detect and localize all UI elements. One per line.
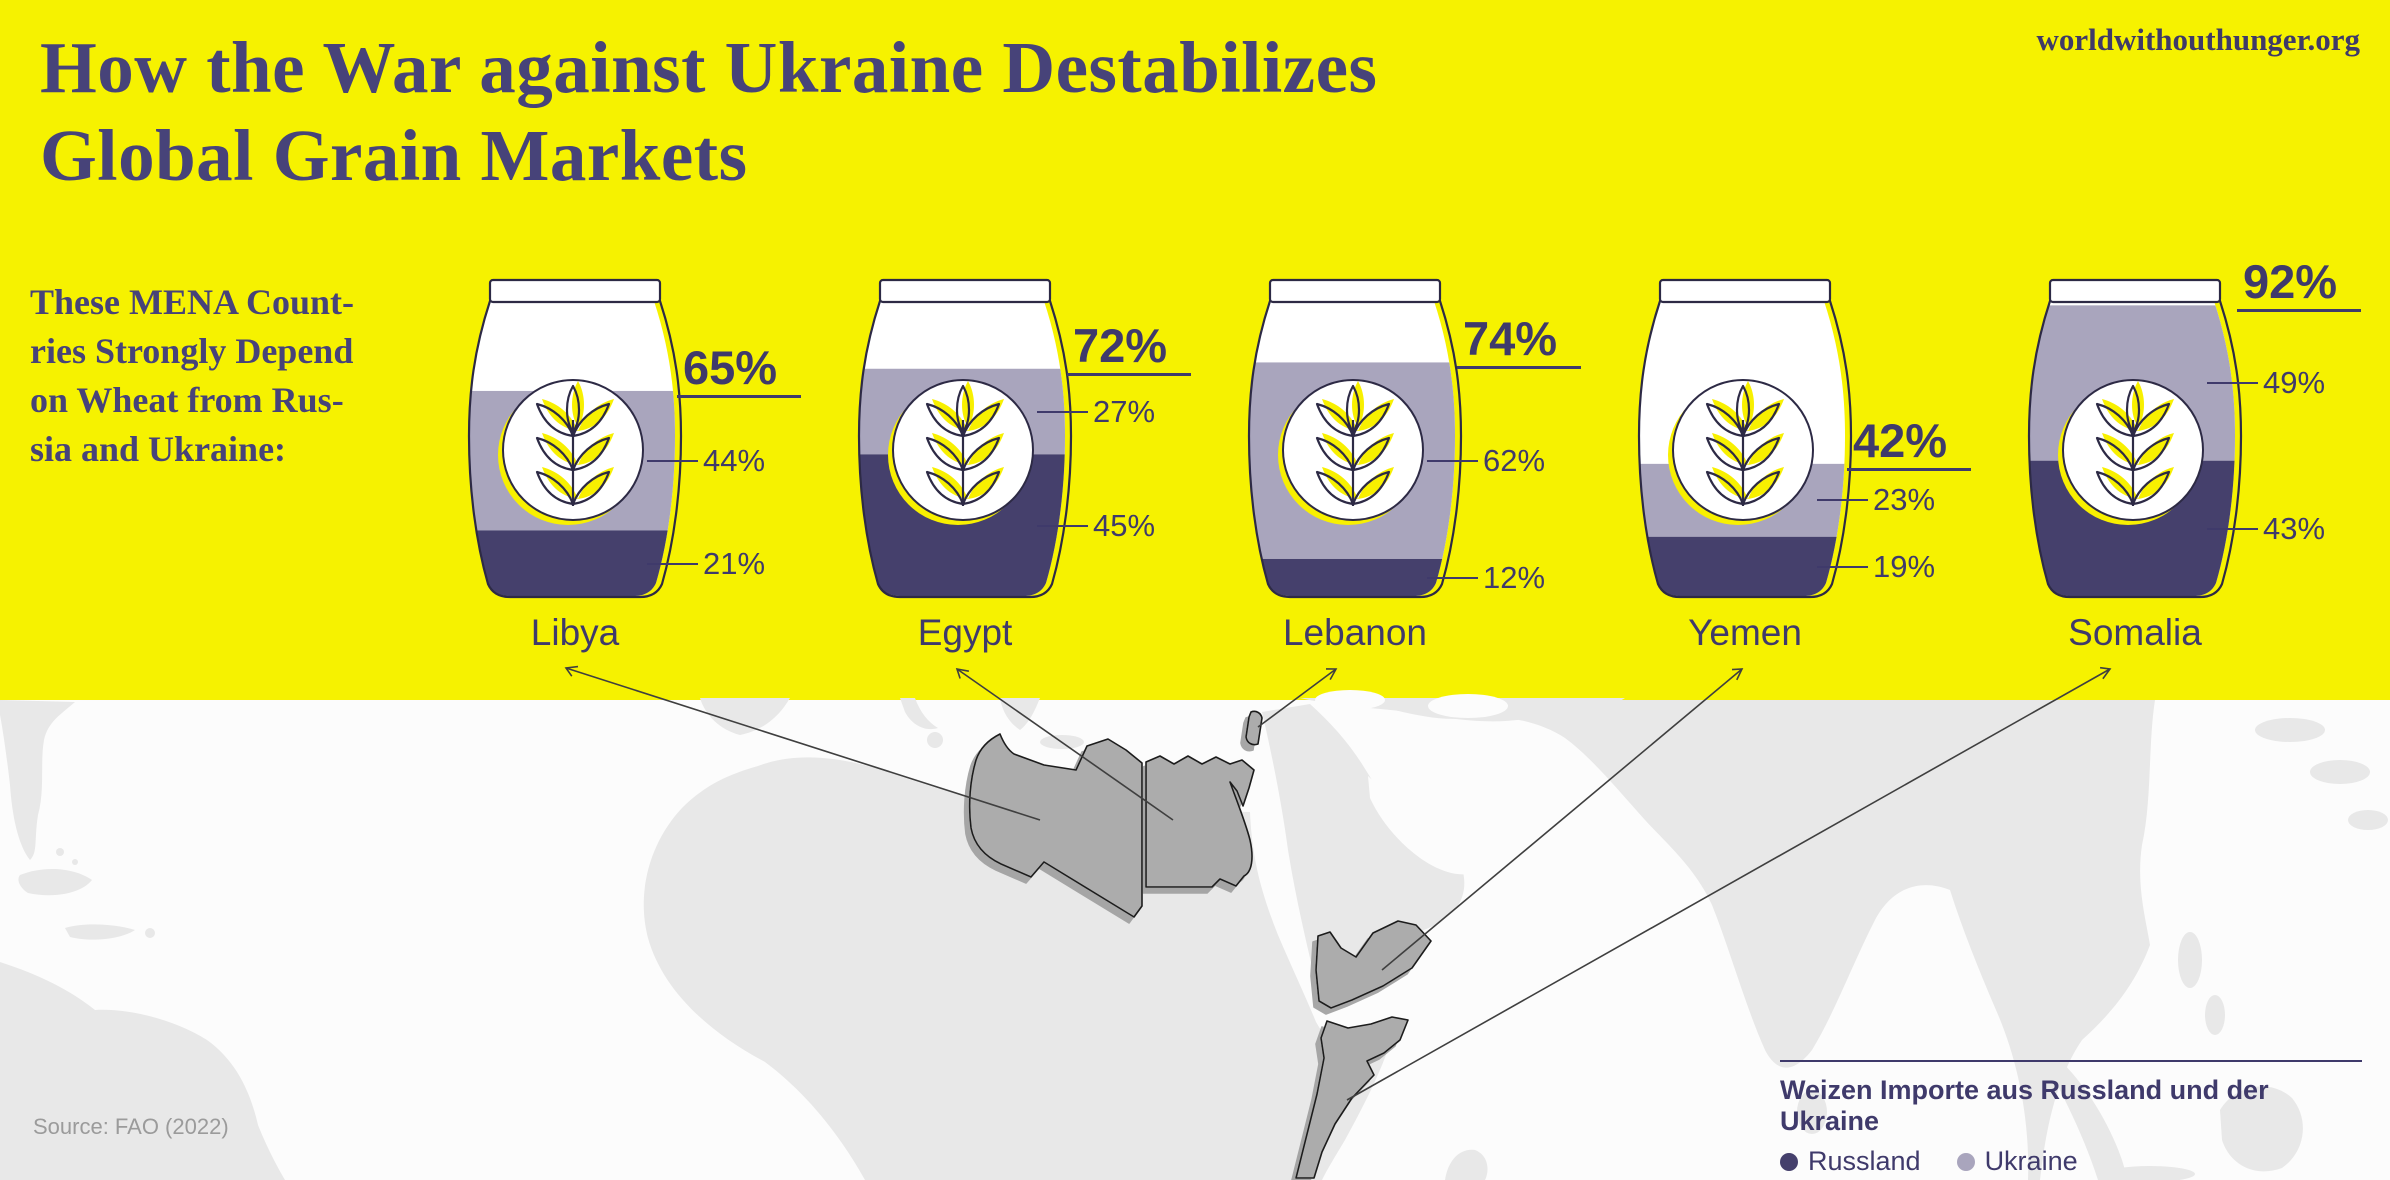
country-label: Egypt [917, 612, 1013, 653]
russia-leader-line [1817, 565, 1868, 568]
legend-item-russland: Russland [1780, 1146, 1921, 1177]
grain-jar-icon [1637, 278, 1853, 599]
ukraine-leader-line [1037, 410, 1088, 413]
total-import-share: 72% [1073, 318, 1168, 372]
land-sumatra [2052, 1060, 2128, 1180]
land-madagascar [1445, 1149, 1488, 1180]
total-underline [1067, 372, 1191, 376]
ukraine-leader-line [1817, 499, 1868, 502]
arrow-libya [564, 665, 1041, 821]
map-country-egypt [1145, 755, 1255, 888]
land-iberia [700, 698, 790, 735]
persian-gulf [1368, 776, 1476, 875]
ukraine-dot-icon [1956, 1152, 1975, 1171]
ukraine-leader-line [2207, 382, 2258, 385]
grain-jar-icon [2027, 278, 2243, 599]
wheat-icon [1278, 379, 1424, 525]
land-asia [1340, 700, 2155, 1180]
wheat-icon [498, 379, 644, 525]
russia-leader-line [647, 562, 698, 565]
wheat-icon [888, 379, 1034, 525]
grain-jar-icon [1247, 278, 1463, 599]
total-import-share: 42% [1853, 413, 1948, 467]
russia-share: 43% [2263, 510, 2326, 546]
ukraine-leader-line [647, 459, 698, 462]
total-import-share: 74% [1463, 312, 1558, 366]
wheat-icon [1668, 379, 1814, 525]
map-country-lebanon [1245, 710, 1263, 746]
russia-share: 19% [1873, 548, 1936, 584]
country-label: Somalia [2068, 612, 2202, 653]
arrow-yemen [1381, 668, 1744, 971]
ukraine-share: 23% [1873, 482, 1936, 518]
land-hispaniola [65, 924, 135, 940]
country-column-somalia: 92% 49% 43% Somalia [1920, 255, 2361, 670]
land-north-america [0, 700, 75, 860]
total-import-share: 65% [683, 340, 778, 394]
arrow-egypt [955, 667, 1174, 821]
leader-arrows [564, 665, 2112, 1101]
source-note: Source: FAO (2022) [33, 1114, 229, 1139]
total-underline [677, 394, 801, 398]
arrow-somalia [1346, 666, 2112, 1101]
total-import-share: 92% [2243, 255, 2338, 309]
russia-leader-line [1427, 576, 1478, 579]
country-label: Lebanon [1282, 612, 1428, 653]
land-cuba [18, 868, 93, 896]
country-column-egypt: 72% 27% 45% Egypt [750, 270, 1191, 670]
russland-dot-icon [1780, 1152, 1798, 1171]
website-url: worldwithouthunger.org [2036, 22, 2360, 57]
ukraine-share: 44% [703, 442, 766, 478]
land-south-america [0, 962, 285, 1180]
legend-title: Weizen Importe aus Russland und der Ukra… [1780, 1075, 2269, 1136]
map-country-yemen [1315, 920, 1432, 1009]
legend-item-ukraine: Ukraine [1956, 1146, 2078, 1177]
grain-jar-icon [857, 278, 1073, 599]
ukraine-share: 62% [1483, 442, 1546, 478]
arrow-lebanon [1257, 668, 1338, 728]
page-title: How the War against Ukraine Destabilizes… [40, 24, 1377, 200]
ukraine-leader-line [1427, 459, 1478, 462]
map-country-libya [968, 733, 1143, 918]
country-column-yemen: 42% 23% 19% Yemen [1530, 270, 1971, 670]
legend-divider [1780, 1060, 2362, 1062]
land-italy [900, 698, 938, 730]
land-sri-lanka [1797, 1090, 1827, 1134]
legend: Weizen Importe aus Russland und der Ukra… [1780, 1060, 2362, 1177]
total-underline [2237, 309, 2361, 313]
grain-jar-icon [467, 278, 683, 599]
title-line-1: How the War against Ukraine Destabilizes [40, 27, 1378, 108]
ukraine-share: 49% [2263, 365, 2326, 401]
ukraine-share: 27% [1093, 393, 1156, 429]
title-line-2: Global Grain Markets [40, 115, 748, 196]
russia-share: 45% [1093, 507, 1156, 543]
caspian-sea [1428, 694, 1508, 718]
legend-items: Russland Ukraine [1780, 1146, 2362, 1177]
map-seas [1315, 690, 1508, 875]
russia-share: 21% [703, 545, 766, 581]
black-sea [1315, 690, 1385, 710]
country-label: Libya [530, 612, 620, 653]
land-borneo [2220, 1086, 2303, 1172]
russia-leader-line [1037, 524, 1088, 527]
yellow-header-background [0, 0, 2390, 700]
russia-share: 12% [1483, 559, 1546, 595]
intro-text: These MENA Count- ries Strongly Depend o… [30, 282, 355, 469]
country-column-libya: 65% 44% 21% Libya [360, 270, 801, 670]
total-underline [1847, 467, 1971, 471]
country-label: Yemen [1688, 612, 1802, 653]
country-column-lebanon: 74% 62% 12% Lebanon [1140, 270, 1581, 670]
russia-leader-line [2207, 527, 2258, 530]
wheat-icon [2058, 379, 2204, 525]
total-underline [1457, 366, 1581, 370]
